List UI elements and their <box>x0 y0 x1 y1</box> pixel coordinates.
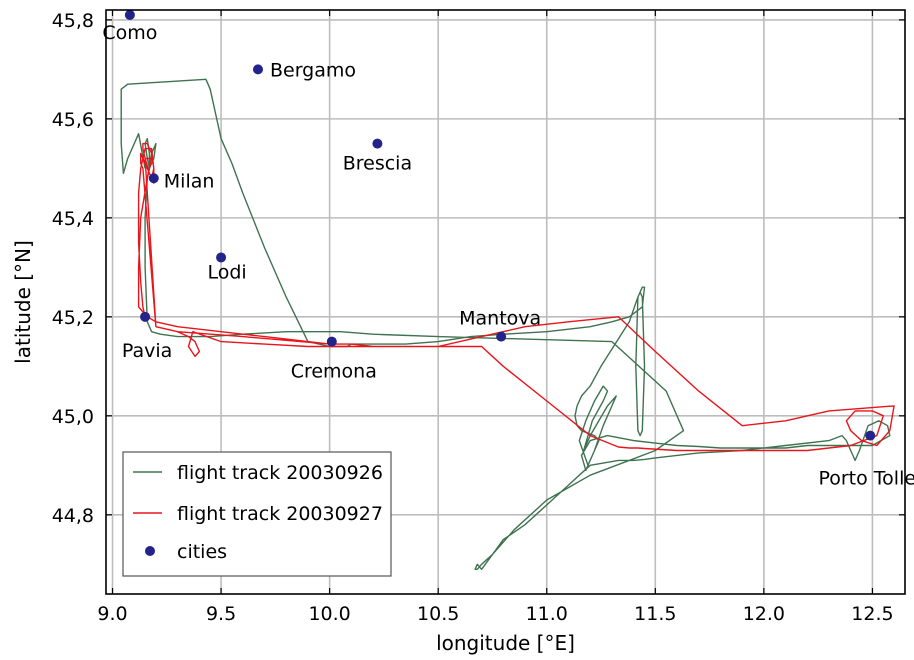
city-point-pavia <box>140 311 151 322</box>
legend-box <box>122 451 392 577</box>
y-tick-label: 45,6 <box>52 109 94 131</box>
axis-ticks <box>106 10 905 594</box>
city-point-mantova <box>496 331 507 342</box>
city-label-mantova: Mantova <box>459 308 541 330</box>
y-tick-label: 45,4 <box>52 208 94 230</box>
city-point-bergamo <box>252 64 263 75</box>
x-tick-label: 10.0 <box>308 603 350 625</box>
x-tick-label: 9.5 <box>206 603 236 625</box>
city-label-bergamo: Bergamo <box>270 59 356 81</box>
plot-frame <box>105 9 906 595</box>
x-tick-label: 11.0 <box>526 603 568 625</box>
city-point-porto-tolle <box>865 430 876 441</box>
city-point-brescia <box>372 138 383 149</box>
city-label-milan: Milan <box>164 170 215 192</box>
city-point-lodi <box>216 252 227 263</box>
y-tick-label: 45,2 <box>52 307 94 329</box>
track-flight-track-20030926 <box>120 78 891 570</box>
y-tick-label: 44,8 <box>52 505 94 527</box>
x-tick-label: 11.5 <box>634 603 676 625</box>
y-tick-label: 45,0 <box>52 406 94 428</box>
city-label-lodi: Lodi <box>207 261 246 283</box>
x-axis-label: longitude [°E] <box>436 631 575 655</box>
city-label-pavia: Pavia <box>122 340 172 362</box>
y-tick-labels: 44,8 45,0 45,2 45,4 45,6 45,8 <box>52 10 94 527</box>
legend: flight track 20030926 flight track 20030… <box>122 451 392 577</box>
track-flight-track-20030927 <box>137 142 895 452</box>
city-point-milan <box>148 173 159 184</box>
city-point-como <box>124 9 135 20</box>
y-axis-label: latitude [°N] <box>11 240 35 364</box>
y-tick-label: 45,8 <box>52 10 94 32</box>
city-label-cremona: Cremona <box>291 361 377 383</box>
legend-label-track-0926: flight track 20030926 <box>177 462 383 484</box>
x-tick-label: 10.5 <box>417 603 459 625</box>
city-label-como: Como <box>102 22 157 44</box>
legend-swatch-cities <box>145 546 155 556</box>
x-tick-label: 12.0 <box>743 603 785 625</box>
grid-lines <box>106 10 905 594</box>
legend-label-track-0927: flight track 20030927 <box>177 503 383 525</box>
x-tick-label: 12.5 <box>851 603 893 625</box>
x-tick-labels: 9.0 9.5 10.0 10.5 11.0 11.5 12.0 12.5 <box>97 603 893 625</box>
legend-label-cities: cities <box>177 541 227 563</box>
flight-tracks <box>120 78 895 570</box>
city-label-porto-tolle: Porto Tolle <box>818 468 914 490</box>
cities-layer: Como Bergamo Brescia Milan Lodi Pavia Cremona M… <box>102 9 914 490</box>
x-tick-label: 9.0 <box>97 603 127 625</box>
city-label-brescia: Brescia <box>343 153 412 175</box>
city-point-cremona <box>326 336 337 347</box>
